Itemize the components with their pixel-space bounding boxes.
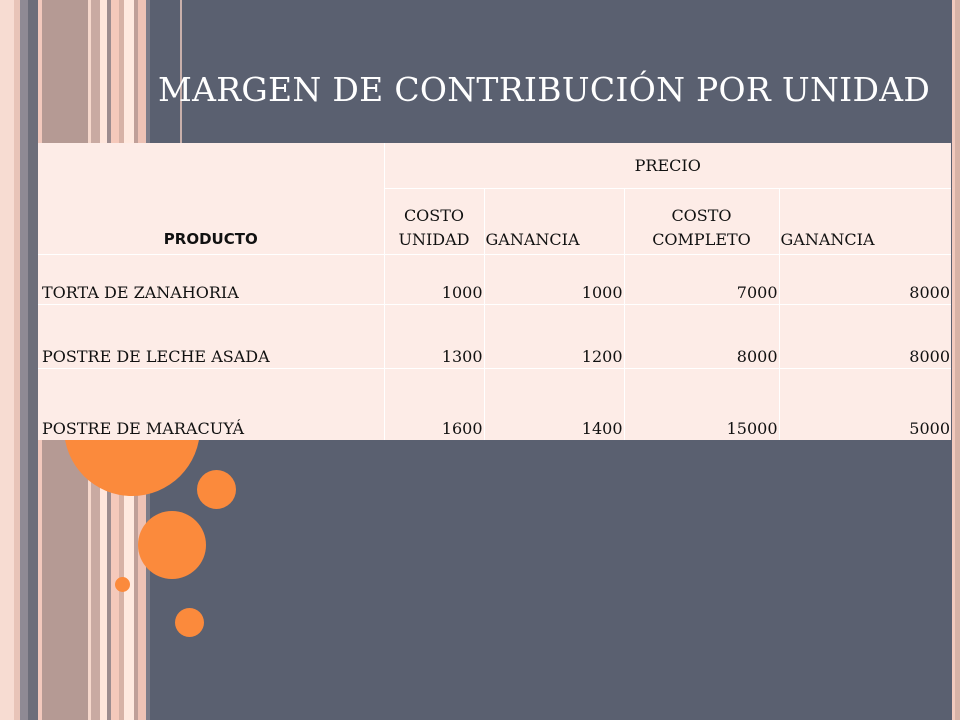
value-cell: 1300 [383,303,484,368]
decorative-circle-medium [197,470,236,509]
product-name: POSTRE DE MARACUYÁ [38,367,384,440]
value-cell: 7000 [623,253,779,304]
margin-table: PRODUCTO PRECIO COSTO UNIDAD GANANCIA CO… [38,143,951,440]
value-cell: 1400 [483,367,624,440]
column-header-costo-completo: COSTO COMPLETO [623,187,779,254]
column-header-costo-unidad: COSTO UNIDAD [383,187,484,254]
column-header-ganancia-unidad: GANANCIA [483,187,624,254]
decorative-circle-small [175,608,204,637]
value-cell: 8000 [778,303,951,368]
value-cell: 5000 [778,367,951,440]
product-name: POSTRE DE LECHE ASADA [38,303,384,368]
value-cell: 15000 [623,367,779,440]
value-cell: 1000 [483,253,624,304]
price-header: PRECIO [383,143,951,188]
value-cell: 1000 [383,253,484,304]
table-row: TORTA DE ZANAHORIA 1000 1000 7000 8000 [38,253,951,304]
table-row: POSTRE DE MARACUYÁ 1600 1400 15000 5000 [38,367,951,440]
table-row: POSTRE DE LECHE ASADA 1300 1200 8000 800… [38,303,951,368]
product-name: TORTA DE ZANAHORIA [38,253,384,304]
product-header: PRODUCTO [163,229,258,248]
decorative-circle-tiny [115,577,130,592]
slide-title: MARGEN DE CONTRIBUCIÓN POR UNIDAD [158,70,931,109]
value-cell: 1600 [383,367,484,440]
column-header-ganancia-completo: GANANCIA [778,187,951,254]
value-cell: 8000 [778,253,951,304]
value-cell: 8000 [623,303,779,368]
value-cell: 1200 [483,303,624,368]
decorative-circle-big [138,511,206,579]
